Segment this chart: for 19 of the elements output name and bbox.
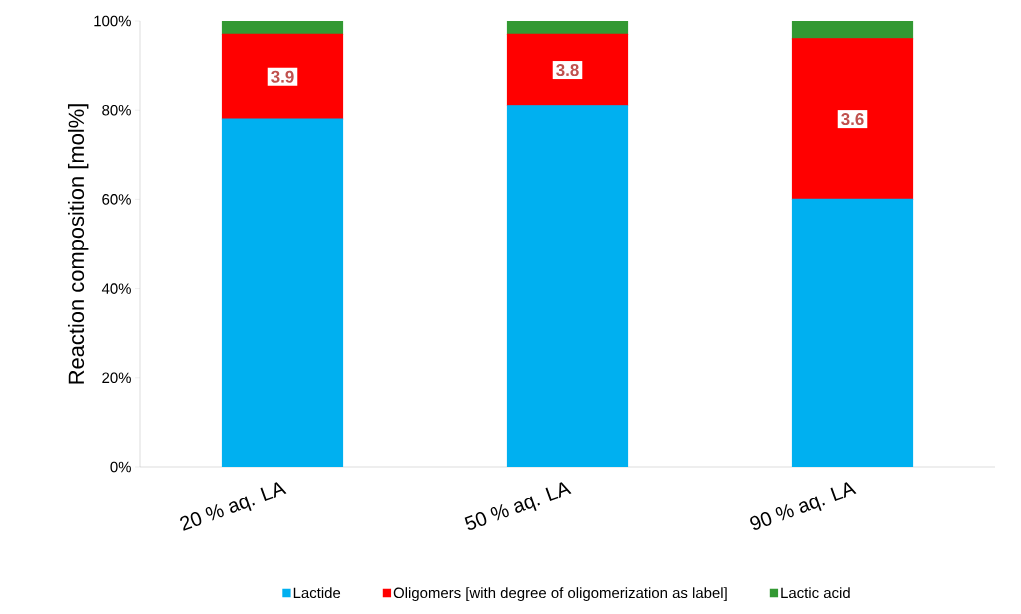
bar: [791, 38, 914, 200]
annotation: 3.9: [271, 70, 294, 83]
y-tick-label: 20%: [102, 372, 131, 384]
bar: [506, 33, 629, 107]
legend-label: Lactide: [293, 587, 341, 599]
y-tick-label: 100%: [94, 15, 131, 27]
annotation: 3.8: [556, 64, 579, 77]
y-tick-label: 40%: [101, 283, 131, 294]
x-tick-label: 50 % aq. LA: [464, 482, 572, 530]
y-tick-label: 0%: [110, 461, 131, 473]
bar: [221, 33, 344, 120]
y-tick-label: 80%: [102, 104, 131, 116]
y-axis-title: Reaction composition [mol%]: [67, 104, 89, 384]
x-tick-label: 90 % aq. LA: [750, 482, 857, 530]
annotation: 3.6: [841, 113, 864, 126]
legend-label: Lactic acid: [781, 587, 850, 599]
legend-label: Oligomers [with degree of oligomerization as label]: [393, 587, 727, 602]
x-tick-label: 20 % aq. LA: [180, 482, 287, 531]
y-tick-label: 60%: [102, 194, 131, 205]
